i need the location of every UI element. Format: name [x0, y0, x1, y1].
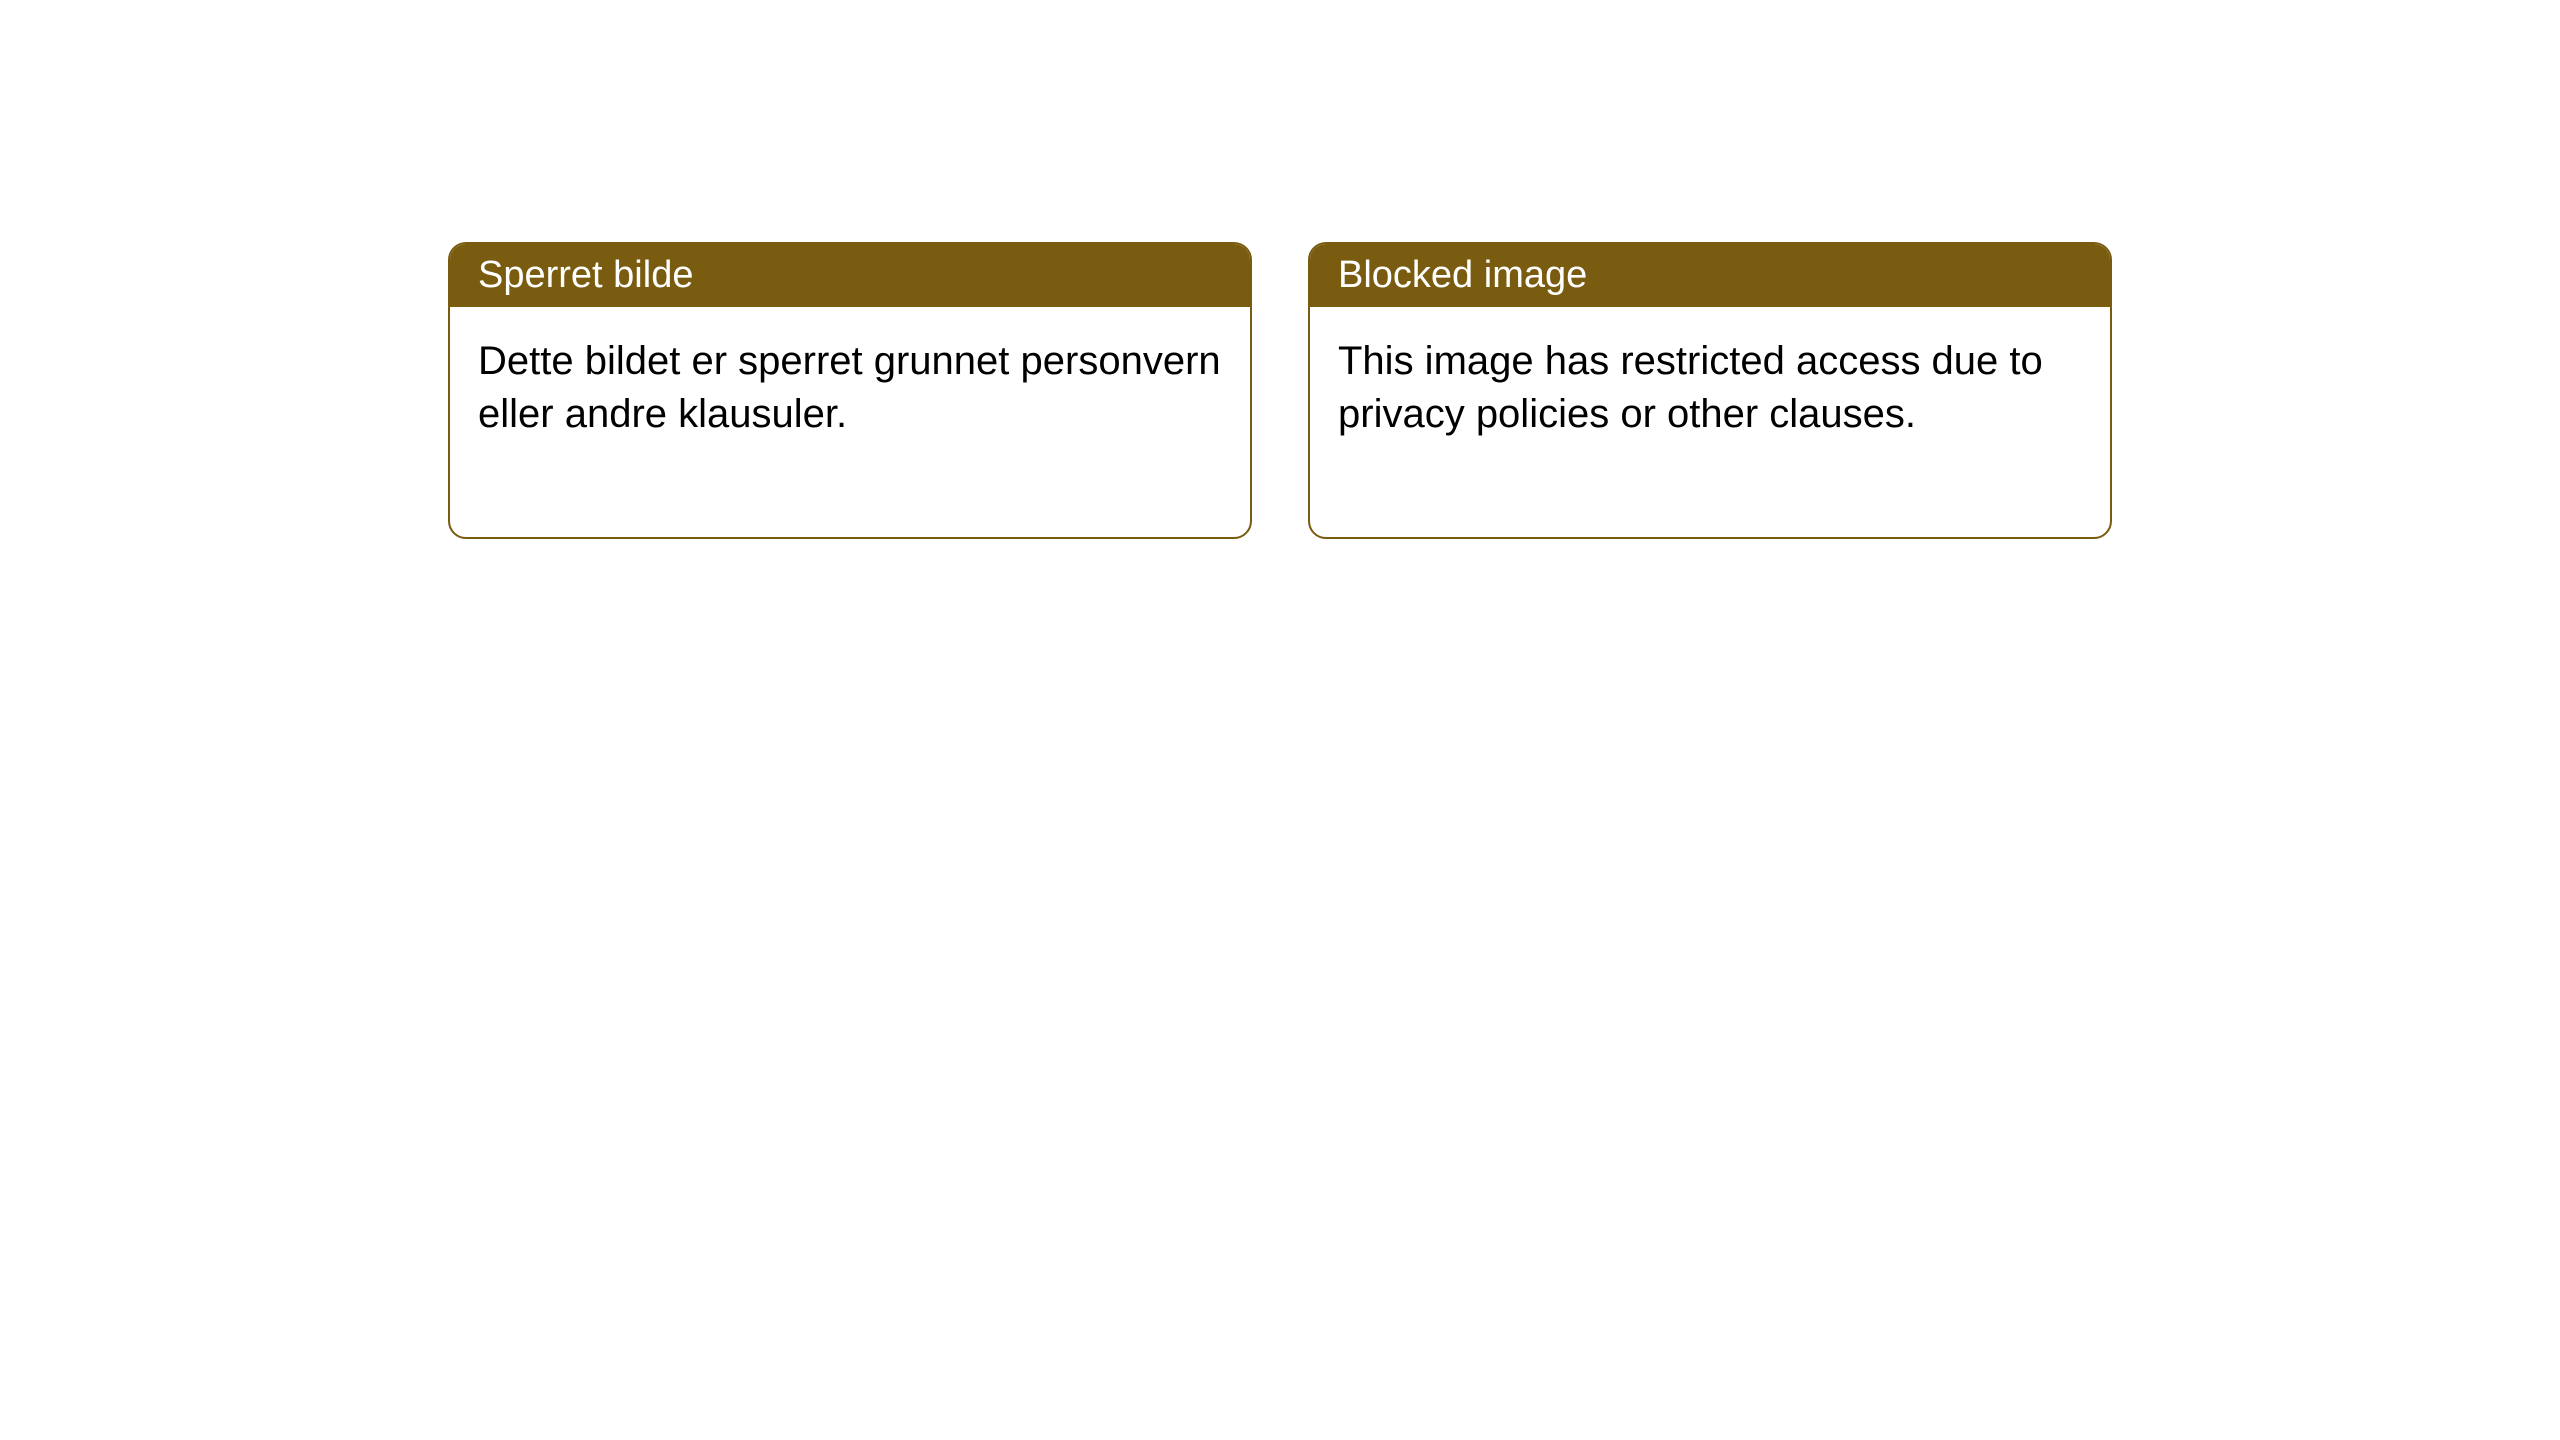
card-title: Blocked image [1338, 254, 1587, 296]
card-header: Blocked image [1310, 244, 2110, 307]
card-body: This image has restricted access due to … [1310, 307, 2110, 537]
notice-cards-container: Sperret bilde Dette bildet er sperret gr… [448, 242, 2112, 539]
card-title: Sperret bilde [478, 254, 693, 296]
card-body-text: This image has restricted access due to … [1338, 339, 2043, 436]
card-header: Sperret bilde [450, 244, 1250, 307]
blocked-image-card-en: Blocked image This image has restricted … [1308, 242, 2112, 539]
card-body: Dette bildet er sperret grunnet personve… [450, 307, 1250, 537]
blocked-image-card-no: Sperret bilde Dette bildet er sperret gr… [448, 242, 1252, 539]
card-body-text: Dette bildet er sperret grunnet personve… [478, 339, 1221, 436]
